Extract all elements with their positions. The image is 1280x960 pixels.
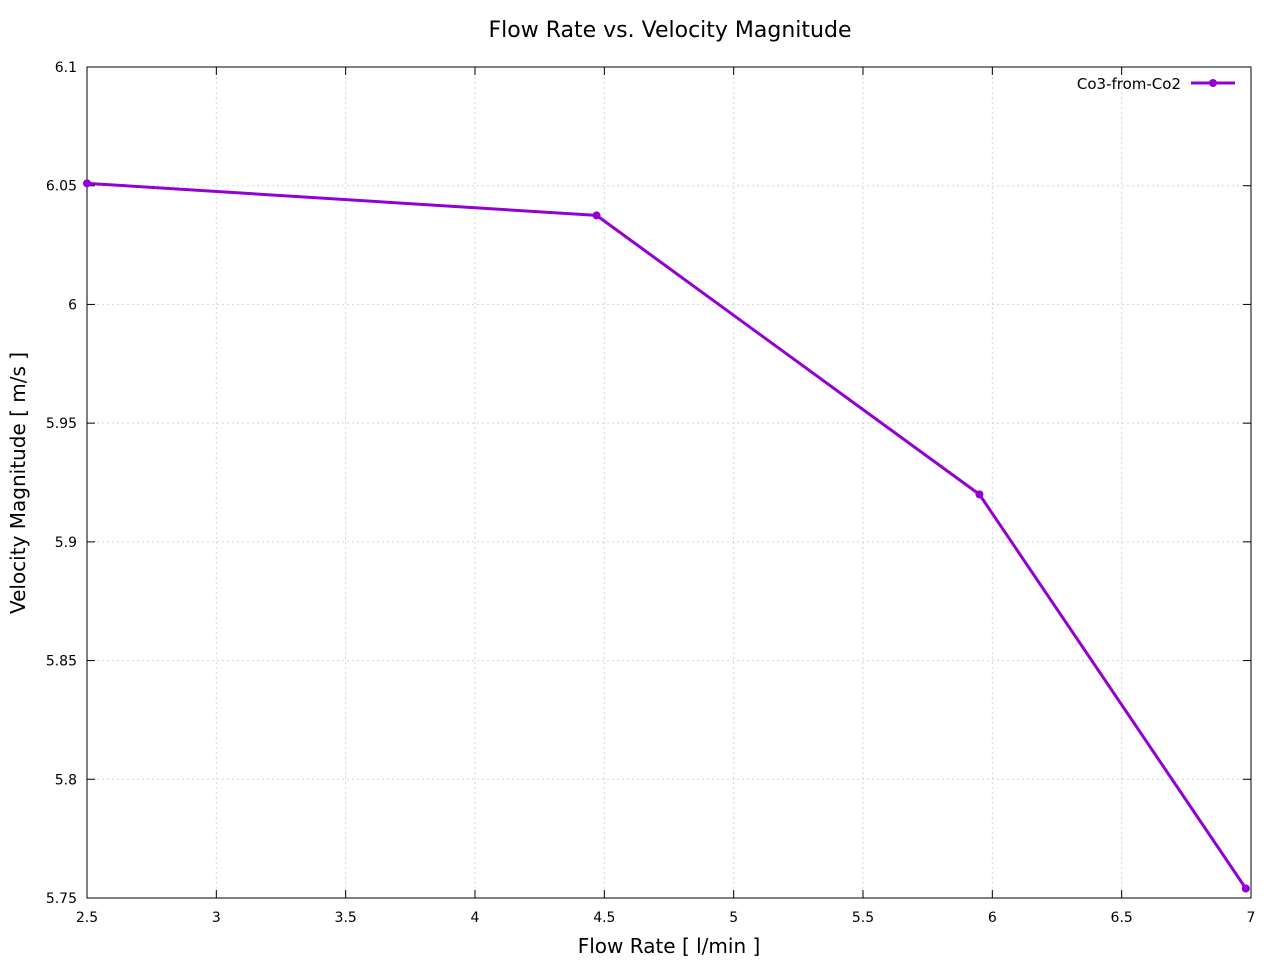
- y-tick-label: 5.9: [55, 535, 77, 551]
- x-tick-label: 4: [471, 910, 480, 926]
- plot-frame: [86, 66, 1252, 899]
- series-line: [86, 181, 1248, 890]
- x-tick-label: 3.5: [335, 910, 357, 926]
- series-layer: [83, 179, 1250, 893]
- chart-title: Flow Rate vs. Velocity Magnitude: [489, 18, 852, 43]
- y-tick-label: 5.95: [46, 416, 77, 432]
- axis-ticks: [86, 66, 1252, 899]
- y-tick-label: 6.05: [46, 179, 77, 195]
- grid-lines: [87, 67, 1251, 898]
- legend-swatch-marker: [1209, 79, 1217, 87]
- x-tick-label: 3: [212, 910, 221, 926]
- data-point: [975, 490, 984, 499]
- data-point: [1241, 884, 1250, 893]
- y-axis-label: Velocity Magnitude [ m/s ]: [6, 352, 30, 614]
- legend-label-series-1: Co3-from-Co2: [1077, 75, 1181, 93]
- x-tick-labels: 2.5 3 3.5 4 4.5 5 5.5 6 6.5 7: [76, 910, 1256, 926]
- legend: Co3-from-Co2: [1077, 75, 1235, 93]
- x-tick-label: 7: [1247, 910, 1256, 926]
- x-tick-label: 5.5: [852, 910, 874, 926]
- y-tick-label: 6.1: [55, 60, 77, 76]
- y-tick-label: 5.8: [55, 772, 77, 788]
- x-axis-label: Flow Rate [ l/min ]: [578, 934, 761, 958]
- y-tick-label: 5.75: [46, 891, 77, 907]
- x-tick-label: 6: [988, 910, 997, 926]
- y-tick-label: 6: [68, 297, 77, 313]
- x-tick-label: 2.5: [76, 910, 98, 926]
- x-tick-label: 5: [729, 910, 738, 926]
- x-tick-label: 6.5: [1111, 910, 1133, 926]
- data-point: [592, 211, 601, 220]
- x-tick-label: 4.5: [593, 910, 615, 926]
- y-tick-labels: 5.75 5.8 5.85 5.9 5.95 6 6.05 6.1: [46, 60, 77, 907]
- data-point: [83, 179, 91, 188]
- y-tick-label: 5.85: [46, 654, 77, 670]
